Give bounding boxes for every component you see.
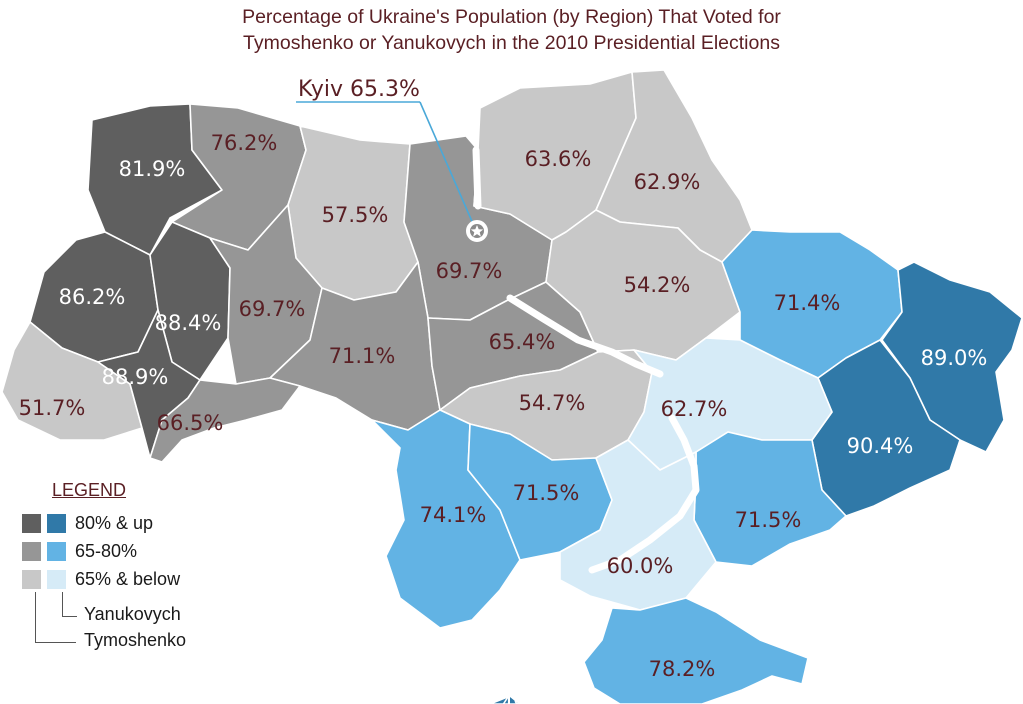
legend-yanukovych-label: Yanukovych <box>84 604 181 624</box>
map-title-line-2: Tymoshenko or Yanukovych in the 2010 Pre… <box>243 32 780 54</box>
region-label-kherson: 60.0% <box>607 554 674 578</box>
region-label-mykolaiv: 71.5% <box>513 481 580 505</box>
region-label-cherkasy: 65.4% <box>489 330 556 354</box>
region-label-kyiv-oblast: 69.7% <box>436 259 503 283</box>
legend-row-mid: 65-80% <box>22 540 137 562</box>
legend-yanukovych-bracket <box>62 592 77 617</box>
legend-label-high: 80% & up <box>75 512 154 533</box>
legend-swatch-yanukovych-mid <box>47 541 66 561</box>
region-label-luhansk: 89.0% <box>921 346 988 370</box>
legend-label-mid: 65-80% <box>75 540 138 561</box>
region-label-crimea: 78.2% <box>649 657 716 681</box>
region-label-vinnytsia: 71.1% <box>329 344 396 368</box>
map-title-line-1: Percentage of Ukraine's Population (by R… <box>242 6 781 28</box>
region-label-khmelnytskyi: 69.7% <box>239 297 306 321</box>
region-volyn[interactable] <box>87 103 223 256</box>
region-luhansk[interactable] <box>881 261 1023 453</box>
region-label-zakarpattia: 51.7% <box>19 396 86 420</box>
region-label-zhytomyr: 57.5% <box>322 203 389 227</box>
region-odesa[interactable] <box>371 409 521 629</box>
legend-swatch-tymoshenko-low <box>22 569 41 589</box>
region-crimea[interactable] <box>583 597 809 704</box>
region-label-volyn: 81.9% <box>119 157 186 181</box>
legend-title: LEGEND <box>52 480 127 500</box>
region-zakarpattia[interactable] <box>1 321 143 441</box>
kyiv-callout[interactable]: Kyiv 65.3% <box>296 77 488 242</box>
region-label-donetsk: 90.4% <box>847 434 914 458</box>
dnieper-river <box>472 146 700 574</box>
region-value-labels: 81.9% 76.2% 57.5% 69.7% 63.6% 62.9% 86.2% 88.4%… <box>19 131 988 704</box>
legend-swatch-tymoshenko-mid <box>22 541 41 561</box>
region-chernivtsi[interactable] <box>149 377 301 463</box>
star-in-circle-icon <box>466 220 488 242</box>
legend-swatch-yanukovych-low <box>47 569 66 589</box>
region-label-chernihiv: 63.6% <box>525 147 592 171</box>
region-label-kirovohrad: 54.7% <box>519 391 586 415</box>
legend-swatch-tymoshenko-high <box>22 513 41 533</box>
region-label-chernivtsi: 66.5% <box>157 411 224 435</box>
region-label-kharkiv: 71.4% <box>774 291 841 315</box>
legend-tymoshenko-bracket <box>35 592 76 643</box>
legend-swatch-yanukovych-high <box>47 513 66 533</box>
region-label-zaporizhzhia: 71.5% <box>735 508 802 532</box>
legend-row-low: 65% & below <box>22 568 180 590</box>
region-label-odesa: 74.1% <box>420 503 487 527</box>
region-label-poltava: 54.2% <box>624 273 691 297</box>
region-label-sumy: 62.9% <box>634 170 701 194</box>
legend: LEGEND 80% & up 65-80% 65% & below Yanuk… <box>22 478 242 668</box>
legend-label-low: 65% & below <box>75 568 181 589</box>
region-label-dnipropetrovsk: 62.7% <box>661 397 728 421</box>
region-label-ternopil: 88.4% <box>155 311 222 335</box>
kyiv-callout-leader-line <box>419 101 475 227</box>
region-label-lviv: 86.2% <box>59 285 126 309</box>
map-title: Percentage of Ukraine's Population (by R… <box>0 4 1023 56</box>
kyiv-callout-label: Kyiv 65.3% <box>298 77 420 102</box>
region-label-rivne: 76.2% <box>211 131 278 155</box>
legend-row-high: 80% & up <box>22 512 153 534</box>
region-sevastopol[interactable] <box>489 695 521 704</box>
legend-tymoshenko-label: Tymoshenko <box>84 630 187 650</box>
region-label-ivano-frankivsk: 88.9% <box>102 365 169 389</box>
region-label-sevastopol: 84.4% <box>467 693 534 704</box>
